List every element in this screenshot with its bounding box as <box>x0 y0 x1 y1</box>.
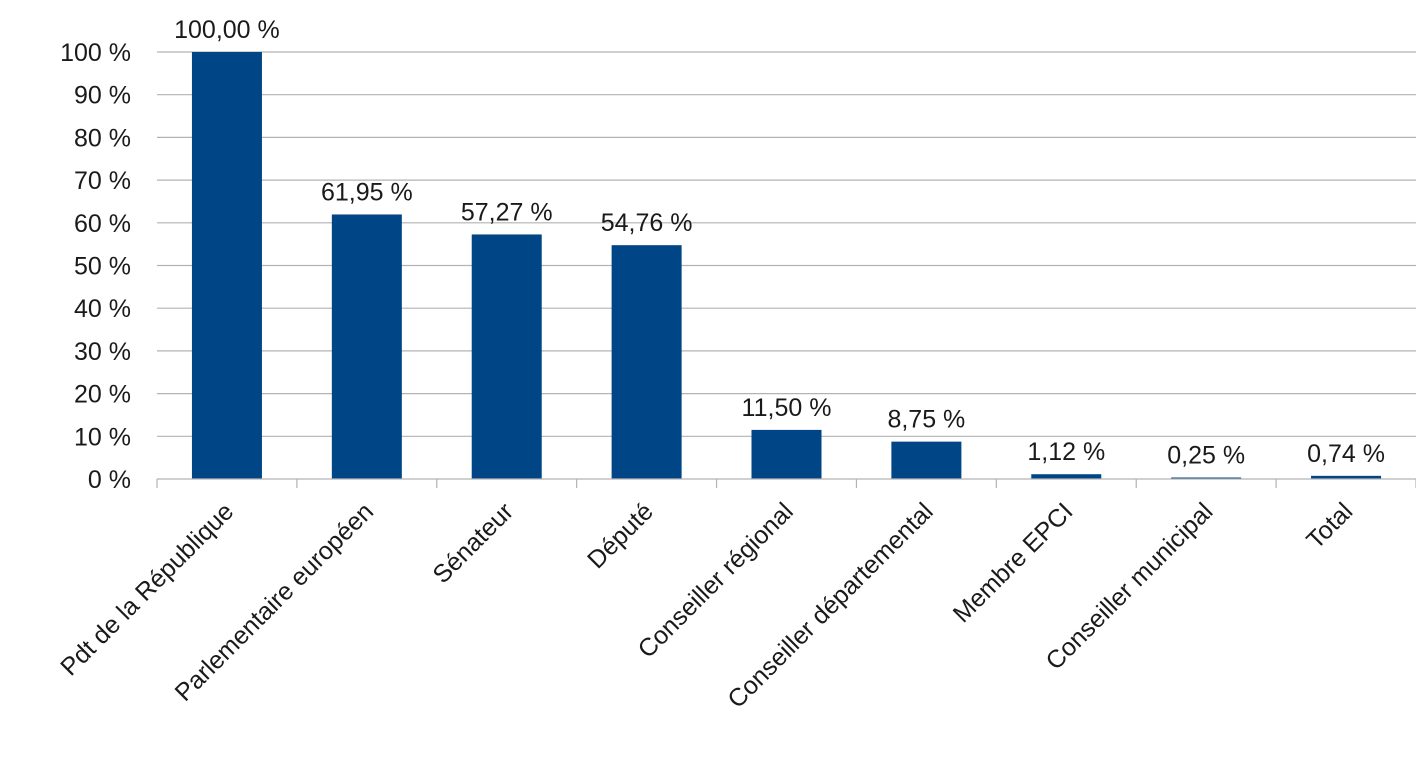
axis-layer <box>156 478 1416 488</box>
y-tick-label: 80 % <box>74 124 131 152</box>
category-label: Député <box>582 497 659 574</box>
y-tick-label: 70 % <box>74 167 131 195</box>
data-label: 100,00 % <box>174 16 280 44</box>
bar <box>471 234 542 479</box>
bar <box>1311 475 1382 479</box>
y-tick-labels: 0 % 10 % 20 % 30 % 40 % 50 % 60 % 70 % 80 % 90 % 1… <box>60 39 131 494</box>
bar <box>1171 477 1242 479</box>
bar <box>751 429 822 479</box>
bar <box>611 245 682 479</box>
y-tick-label: 100 % <box>60 39 131 67</box>
y-tick-label: 90 % <box>74 82 131 110</box>
data-label: 1,12 % <box>1027 438 1105 466</box>
category-label: Sénateur <box>427 497 519 589</box>
data-label: 8,75 % <box>887 406 965 434</box>
category-label: Membre EPCI <box>948 497 1079 628</box>
y-tick-label: 0 % <box>88 466 131 494</box>
data-label: 11,50 % <box>742 394 832 422</box>
data-label: 61,95 % <box>321 178 413 206</box>
bar <box>1031 474 1102 479</box>
data-label: 0,25 % <box>1167 442 1245 470</box>
bar <box>191 52 262 479</box>
category-label: Conseiller régional <box>633 497 799 663</box>
category-label: Total <box>1301 497 1358 554</box>
data-labels: 100,00 % 61,95 % 57,27 % 54,76 % 11,50 % 8,75… <box>174 16 1385 470</box>
y-tick-label: 10 % <box>74 423 131 451</box>
y-tick-label: 40 % <box>74 295 131 323</box>
bar <box>891 441 962 479</box>
bar <box>331 214 402 479</box>
data-label: 57,27 % <box>461 198 553 226</box>
y-tick-label: 20 % <box>74 381 131 409</box>
y-tick-label: 30 % <box>74 338 131 366</box>
y-tick-label: 50 % <box>74 253 131 281</box>
bars-layer <box>191 52 1382 479</box>
y-tick-label: 60 % <box>74 210 131 238</box>
data-label: 0,74 % <box>1307 440 1385 468</box>
data-label: 54,76 % <box>601 209 693 237</box>
